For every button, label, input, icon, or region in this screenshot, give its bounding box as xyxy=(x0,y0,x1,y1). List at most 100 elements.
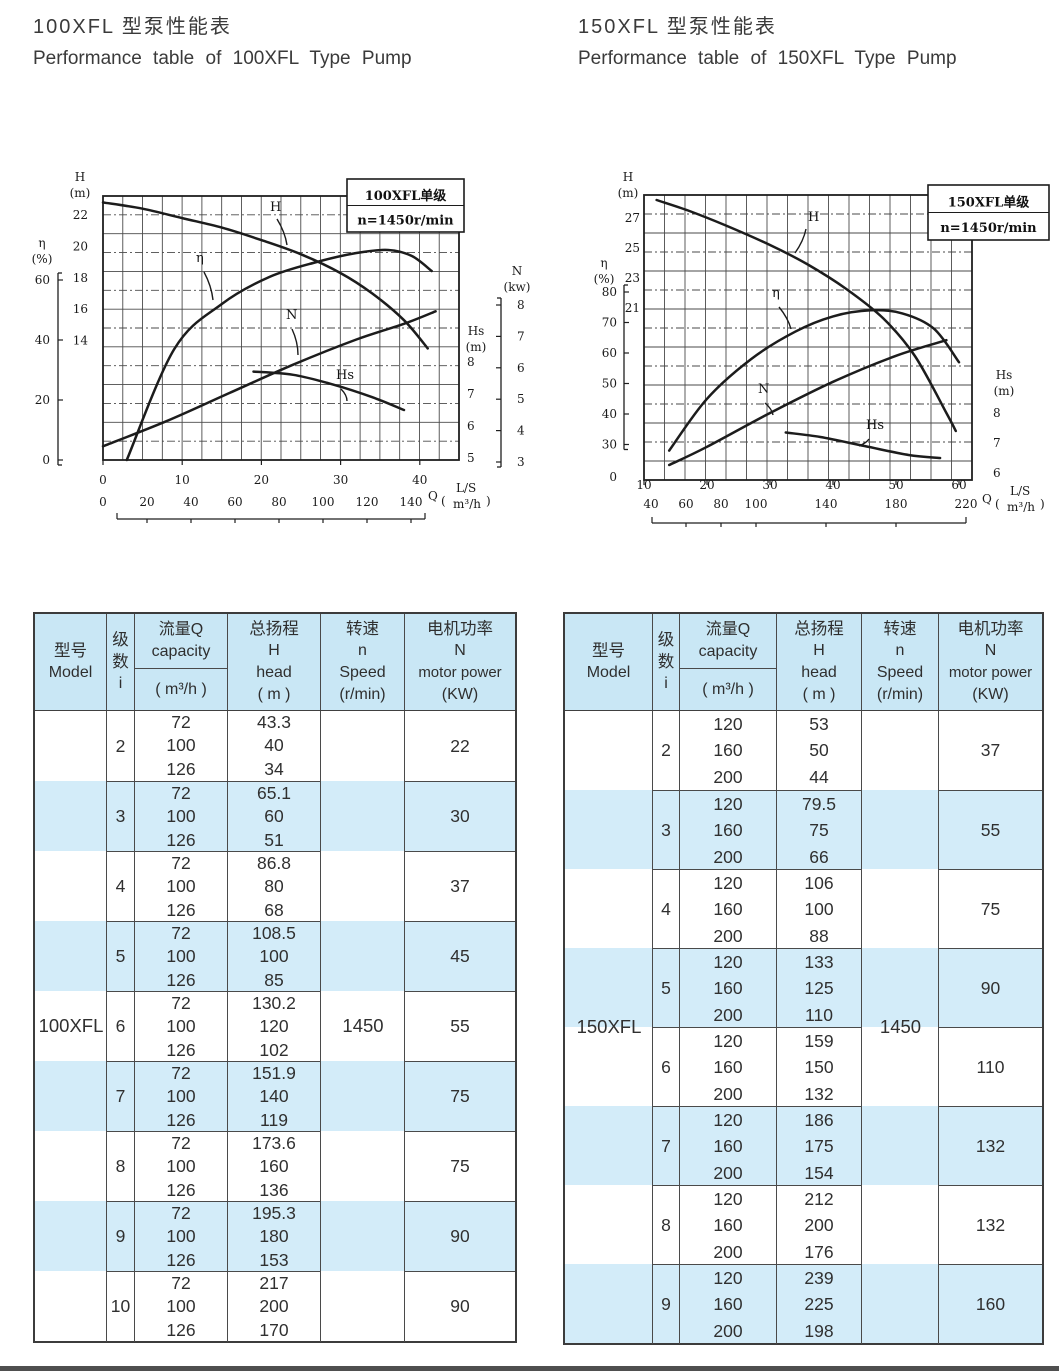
head-value: 212 xyxy=(804,1189,834,1209)
cell-power: 30 xyxy=(405,781,515,852)
header-speed-line: 转速 xyxy=(883,620,917,638)
cell-flow: 72 100 126 xyxy=(135,1201,228,1272)
axis-eta-ticks: 80 70 60 50 40 30 0 xyxy=(602,284,629,484)
bottom-ruler xyxy=(651,517,967,527)
flow-value: 100 xyxy=(166,1226,196,1247)
cell-model-spacer xyxy=(565,1185,653,1265)
head-value: 119 xyxy=(260,1109,288,1130)
flow-value: 160 xyxy=(713,1057,743,1078)
cell-model-spacer xyxy=(565,1027,653,1107)
cell-head: 43.3 40 34 xyxy=(228,711,321,781)
cell-head: 151.9 140 119 xyxy=(228,1061,321,1132)
stage-group-row: 8 72 100 126 173.6 160 136 75 xyxy=(35,1131,515,1202)
curve-label-arrow xyxy=(764,402,774,416)
section-title-zh-150xfl: 150XFL 型泵性能表 xyxy=(578,16,777,38)
header-speed-line: (r/min) xyxy=(876,686,924,703)
x-unit-bottom: m³/h xyxy=(453,497,481,511)
axis-name: η xyxy=(38,236,45,250)
x-tick-ls: 10 xyxy=(636,478,651,492)
axis-unit: (m) xyxy=(70,186,91,200)
header-model: 型号 Model xyxy=(565,614,653,710)
head-value: 150 xyxy=(804,1057,834,1078)
head-value: 186 xyxy=(804,1110,834,1130)
cell-power: 90 xyxy=(405,1201,515,1272)
x-axis-letter: Q xyxy=(428,489,438,503)
curve-Hs xyxy=(784,431,942,460)
x-tick-m3h: 40 xyxy=(643,497,658,511)
head-value: 200 xyxy=(804,1215,834,1236)
cell-power: 55 xyxy=(939,790,1042,870)
axis-N-tick: 7 xyxy=(517,329,525,343)
header-model-line: 型号 xyxy=(592,642,625,660)
paren-close: ) xyxy=(1040,497,1045,511)
curve-label-arrow xyxy=(340,388,348,402)
flow-value: 120 xyxy=(713,1110,743,1130)
stage-group-row: 6 72 100 126 130.2 120 102 55 xyxy=(35,991,515,1062)
x-tick-m3h: 40 xyxy=(183,495,198,509)
flow-value: 160 xyxy=(713,899,743,920)
axis-unit: (%) xyxy=(594,272,615,286)
x-tick-m3h: 140 xyxy=(815,497,838,511)
x-tick-ls: 30 xyxy=(333,473,348,487)
cell-power: 90 xyxy=(405,1271,515,1342)
head-value: 239 xyxy=(804,1268,834,1288)
stage-group-row: 7 120 160 200 186 175 154 132 xyxy=(565,1106,1042,1186)
axis-unit: (%) xyxy=(32,252,53,266)
grid xyxy=(643,194,973,481)
flow-value: 120 xyxy=(713,1268,743,1288)
head-value: 140 xyxy=(259,1086,289,1107)
curve-N xyxy=(101,310,437,448)
stage-group-row: 4 72 100 126 86.8 80 68 37 xyxy=(35,851,515,922)
x-tick-m3h: 20 xyxy=(139,495,154,509)
cell-flow: 120 160 200 xyxy=(680,1106,777,1186)
axis-name: H xyxy=(623,170,633,184)
head-value: 106 xyxy=(804,873,834,893)
header-head-line: H xyxy=(268,642,280,659)
cell-stage: 3 xyxy=(653,790,680,870)
axis-Hs-tick: 8 xyxy=(993,406,1001,420)
cell-stage: 5 xyxy=(653,948,680,1028)
axis-H-tick: 16 xyxy=(73,302,88,316)
cell-model-spacer xyxy=(565,790,653,870)
curve-label-eta: η xyxy=(772,286,780,301)
cell-head: 106 100 88 xyxy=(777,869,862,949)
cell-model-spacer xyxy=(35,711,107,781)
flow-value: 120 xyxy=(713,952,743,972)
cell-power: 37 xyxy=(405,851,515,922)
header-speed-line: Speed xyxy=(876,664,924,681)
cell-model-spacer xyxy=(35,1271,107,1342)
flow-value: 120 xyxy=(713,1031,743,1051)
axis-eta-tick: 50 xyxy=(602,377,617,391)
cell-head: 212 200 176 xyxy=(777,1185,862,1265)
axis-eta-tick: 60 xyxy=(35,273,50,287)
head-value: 136 xyxy=(259,1179,289,1200)
axis-label-Hs: Hs (m) xyxy=(466,324,487,354)
flow-value: 126 xyxy=(166,758,196,779)
axis-Hs-tick: 7 xyxy=(467,387,475,401)
flow-value: 120 xyxy=(713,714,743,734)
flow-value: 200 xyxy=(713,846,743,867)
head-value: 170 xyxy=(259,1319,289,1340)
head-value: 86.8 xyxy=(256,853,292,873)
cell-flow: 72 100 126 xyxy=(135,711,228,781)
stage-group-row: 9 72 100 126 195.3 180 153 90 xyxy=(35,1201,515,1272)
paren-open: ( xyxy=(995,497,1000,511)
x-tick-m3h: 60 xyxy=(678,497,693,511)
axis-eta-tick: 40 xyxy=(602,407,617,421)
cell-speed-spacer xyxy=(862,711,939,790)
flow-value: 200 xyxy=(713,1083,743,1104)
cell-speed-spacer xyxy=(321,781,405,852)
header-speed: 转速 n Speed (r/min) xyxy=(321,614,405,710)
cell-flow: 120 160 200 xyxy=(680,1264,777,1344)
axis-N-tick: 8 xyxy=(517,298,525,312)
curve-label-N: N xyxy=(286,308,297,323)
axis-eta-tick: 70 xyxy=(602,316,617,330)
x-tick-ls: 30 xyxy=(762,478,777,492)
flow-value: 160 xyxy=(713,978,743,999)
header-speed-line: 转速 xyxy=(346,620,379,638)
head-value: 180 xyxy=(259,1226,289,1247)
